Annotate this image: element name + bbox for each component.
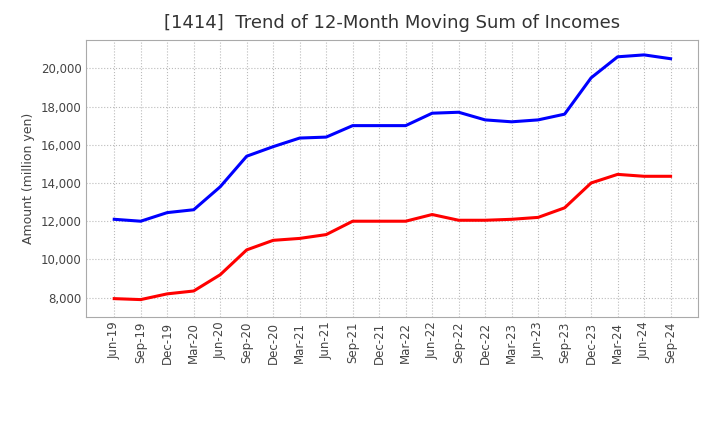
Ordinary Income: [348, 123, 357, 128]
Net Income: [375, 219, 384, 224]
Net Income: [401, 219, 410, 224]
Y-axis label: Amount (million yen): Amount (million yen): [22, 113, 35, 244]
Net Income: [613, 172, 622, 177]
Ordinary Income: [640, 52, 649, 58]
Net Income: [216, 272, 225, 277]
Ordinary Income: [322, 135, 330, 140]
Ordinary Income: [428, 110, 436, 116]
Net Income: [560, 205, 569, 210]
Ordinary Income: [587, 75, 595, 81]
Net Income: [508, 216, 516, 222]
Ordinary Income: [666, 56, 675, 61]
Net Income: [348, 219, 357, 224]
Ordinary Income: [534, 117, 542, 122]
Net Income: [666, 174, 675, 179]
Net Income: [454, 218, 463, 223]
Ordinary Income: [110, 216, 119, 222]
Net Income: [587, 180, 595, 186]
Ordinary Income: [375, 123, 384, 128]
Ordinary Income: [613, 54, 622, 59]
Ordinary Income: [508, 119, 516, 125]
Ordinary Income: [136, 219, 145, 224]
Ordinary Income: [295, 136, 304, 141]
Ordinary Income: [454, 110, 463, 115]
Net Income: [295, 236, 304, 241]
Line: Ordinary Income: Ordinary Income: [114, 55, 670, 221]
Ordinary Income: [243, 154, 251, 159]
Ordinary Income: [269, 144, 277, 149]
Ordinary Income: [216, 184, 225, 190]
Net Income: [163, 291, 171, 297]
Ordinary Income: [401, 123, 410, 128]
Net Income: [189, 288, 198, 293]
Net Income: [243, 247, 251, 253]
Net Income: [481, 218, 490, 223]
Line: Net Income: Net Income: [114, 174, 670, 300]
Ordinary Income: [481, 117, 490, 122]
Net Income: [110, 296, 119, 301]
Net Income: [322, 232, 330, 237]
Title: [1414]  Trend of 12-Month Moving Sum of Incomes: [1414] Trend of 12-Month Moving Sum of I…: [164, 15, 621, 33]
Net Income: [269, 238, 277, 243]
Net Income: [428, 212, 436, 217]
Net Income: [534, 215, 542, 220]
Ordinary Income: [189, 207, 198, 213]
Ordinary Income: [163, 210, 171, 215]
Net Income: [136, 297, 145, 302]
Ordinary Income: [560, 111, 569, 117]
Net Income: [640, 174, 649, 179]
